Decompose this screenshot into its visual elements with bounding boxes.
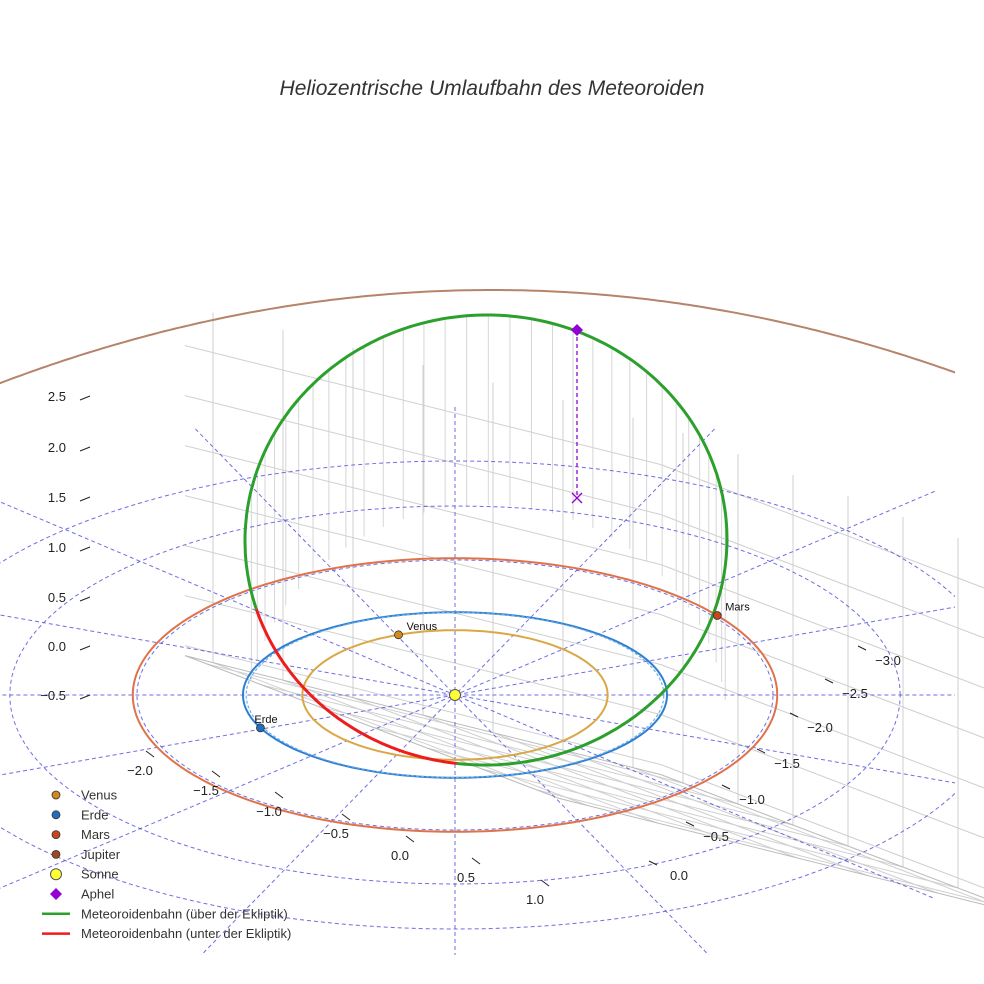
y-tick-mark bbox=[648, 860, 658, 866]
legend-entry: Mars bbox=[81, 827, 110, 842]
z-tick-label: 0.0 bbox=[48, 639, 66, 654]
label-erde: Erde bbox=[254, 714, 277, 726]
y-tick-label: −2.0 bbox=[807, 720, 833, 735]
z-tick-label: 0.5 bbox=[48, 590, 66, 605]
reference-ray bbox=[0, 606, 955, 776]
x-tick-mark bbox=[145, 750, 155, 758]
legend-symbol bbox=[50, 868, 62, 881]
axis-ticks: 2.5 2.0 1.5 1.0 0.5 0.0 −0.5 −2.0 −1.5 −1.0 −0.5 0.… bbox=[40, 389, 901, 907]
z-tick-label: 1.0 bbox=[48, 540, 66, 555]
legend-symbol bbox=[51, 830, 61, 839]
floor-grid-line bbox=[492, 732, 868, 876]
y-tick-mark bbox=[857, 645, 867, 651]
legend-symbol bbox=[50, 888, 62, 900]
axis-walls bbox=[184, 312, 984, 906]
legend-entry: Sonne bbox=[81, 867, 119, 882]
x-tick-mark bbox=[211, 770, 221, 778]
y-tick-label: −3.0 bbox=[875, 653, 901, 668]
legend-symbol bbox=[51, 790, 61, 800]
z-tick-label: 2.0 bbox=[48, 440, 66, 455]
y-tick-mark bbox=[685, 821, 695, 827]
x-tick-mark bbox=[274, 791, 284, 799]
y-tick-label: −0.5 bbox=[703, 829, 729, 844]
legend-entry: Erde bbox=[81, 807, 108, 822]
z-tick-mark bbox=[79, 446, 91, 452]
x-tick-label: 0.5 bbox=[457, 870, 475, 885]
x-tick-label: −1.0 bbox=[256, 804, 282, 819]
wall-grid-line bbox=[184, 395, 984, 639]
marker-aphel-projection bbox=[571, 492, 583, 504]
x-tick-mark bbox=[540, 879, 550, 887]
orbit-erde bbox=[241, 611, 668, 779]
marker-erde bbox=[256, 723, 265, 733]
wall-grid-line bbox=[184, 645, 984, 889]
z-tick-label: −0.5 bbox=[40, 688, 66, 703]
legend-entry: Venus bbox=[81, 788, 118, 803]
floor-grid-line bbox=[562, 749, 938, 894]
body-markers: Venus Erde Mars bbox=[254, 324, 750, 733]
z-tick-label: 2.5 bbox=[48, 389, 66, 404]
legend-entry: Meteoroidenbahn (unter der Ekliptik) bbox=[81, 926, 291, 941]
floor-grid-line bbox=[282, 679, 658, 824]
meteoroid-orbit bbox=[243, 313, 729, 767]
wall-grid-line bbox=[184, 445, 984, 689]
y-tick-label: −2.5 bbox=[842, 686, 868, 701]
z-tick-mark bbox=[79, 694, 91, 700]
drop-lines bbox=[250, 314, 726, 700]
x-tick-label: 0.0 bbox=[391, 848, 409, 863]
x-tick-label: −0.5 bbox=[323, 826, 349, 841]
reference-circle bbox=[136, 559, 774, 831]
ecliptic-reference-grid bbox=[0, 407, 955, 955]
legend-entry: Jupiter bbox=[81, 847, 121, 862]
z-tick-mark bbox=[79, 546, 91, 552]
reference-circle bbox=[0, 460, 955, 930]
wall-grid-line bbox=[184, 545, 984, 789]
x-tick-mark bbox=[341, 813, 351, 821]
x-tick-mark bbox=[471, 857, 481, 865]
legend: Venus Erde Mars Jupiter Sonne Aphel Meteoroide… bbox=[42, 788, 291, 941]
floor-grid-line bbox=[632, 767, 984, 903]
x-tick-label: −1.5 bbox=[193, 783, 219, 798]
z-tick-mark bbox=[79, 645, 91, 651]
y-tick-mark bbox=[721, 784, 731, 790]
marker-aphel bbox=[571, 324, 583, 336]
wall-grid-line bbox=[184, 345, 984, 589]
y-tick-mark bbox=[824, 678, 834, 684]
y-tick-mark bbox=[789, 712, 799, 718]
floor-outline bbox=[184, 655, 984, 906]
x-tick-label: −2.0 bbox=[127, 763, 153, 778]
floor-grid-line bbox=[212, 662, 588, 806]
marker-sonne bbox=[449, 689, 461, 701]
reference-ray bbox=[0, 614, 955, 784]
floor-grid-line bbox=[422, 714, 798, 859]
marker-mars bbox=[712, 611, 722, 620]
y-tick-label: −1.5 bbox=[774, 756, 800, 771]
meteoroid-orbit-above bbox=[243, 313, 729, 767]
orbit-mars bbox=[131, 557, 779, 833]
z-tick-mark bbox=[79, 395, 91, 401]
floor-grid-line bbox=[352, 697, 728, 841]
z-tick-mark bbox=[79, 596, 91, 602]
orbit-venus bbox=[301, 629, 609, 761]
z-tick-mark bbox=[79, 496, 91, 502]
label-venus: Venus bbox=[406, 621, 437, 633]
legend-entry: Aphel bbox=[81, 887, 114, 902]
y-tick-mark bbox=[756, 748, 766, 754]
y-tick-label: −1.0 bbox=[739, 792, 765, 807]
orbit-jupiter bbox=[0, 289, 955, 385]
meteoroid-orbit-below bbox=[255, 608, 458, 765]
legend-symbol bbox=[51, 850, 61, 859]
wall-grid-line bbox=[184, 495, 984, 739]
planet-orbits bbox=[0, 289, 955, 833]
x-tick-label: 1.0 bbox=[526, 892, 544, 907]
legend-entry: Meteoroidenbahn (über der Ekliptik) bbox=[81, 906, 288, 921]
y-tick-label: 0.0 bbox=[670, 868, 688, 883]
x-tick-mark bbox=[405, 835, 415, 843]
marker-venus bbox=[394, 630, 403, 640]
chart-title: Heliozentrische Umlaufbahn des Meteoroid… bbox=[280, 77, 705, 100]
legend-symbol bbox=[51, 810, 61, 820]
label-mars: Mars bbox=[725, 602, 750, 614]
z-tick-label: 1.5 bbox=[48, 490, 66, 505]
